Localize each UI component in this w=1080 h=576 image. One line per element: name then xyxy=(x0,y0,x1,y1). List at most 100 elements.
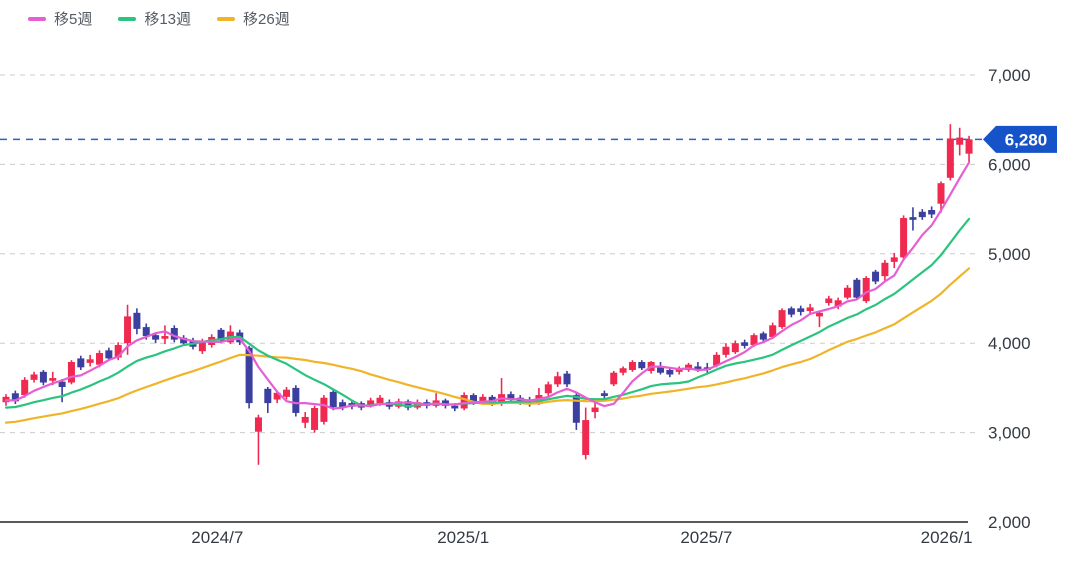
candle-body xyxy=(133,312,141,329)
candle-body xyxy=(666,370,674,375)
candle-body xyxy=(956,137,964,145)
candle-body xyxy=(610,372,618,385)
candle-body xyxy=(946,138,954,178)
candle-body xyxy=(862,277,870,302)
ma5-label: 移5週 xyxy=(54,11,93,28)
candle-body xyxy=(853,279,861,298)
candle-body xyxy=(198,342,206,352)
current-price-tag: 6,280 xyxy=(983,125,1057,153)
candle-body xyxy=(657,367,664,373)
candle-body xyxy=(339,402,347,409)
candle-body xyxy=(301,416,309,423)
legend-item-ma5[interactable]: 移5週 xyxy=(28,8,92,29)
candle-body xyxy=(86,359,94,363)
candle-body xyxy=(376,397,384,404)
candles xyxy=(2,124,973,465)
ma26-label: 移26週 xyxy=(243,11,290,28)
candle-body xyxy=(142,327,150,337)
candle-body xyxy=(49,378,57,381)
candle-body xyxy=(105,350,113,359)
y-tick-label-4000: 4,000 xyxy=(988,334,1031,353)
candle-body xyxy=(554,376,562,385)
ma26-line xyxy=(4,267,971,424)
ma13-line-swatch xyxy=(118,16,137,21)
ma13-line xyxy=(4,217,971,409)
y-tick-label-3000: 3,000 xyxy=(988,424,1031,443)
price-tag-arrow xyxy=(983,125,1057,153)
candle-body xyxy=(722,346,730,355)
candle-body xyxy=(21,379,29,396)
candle-body xyxy=(320,397,328,422)
candle-body xyxy=(264,388,272,404)
candle-body xyxy=(731,343,739,353)
candle-body xyxy=(900,218,908,258)
candle-body xyxy=(909,217,917,220)
candle-body xyxy=(451,405,459,409)
candle-body xyxy=(918,211,926,218)
legend-item-ma26[interactable]: 移26週 xyxy=(217,8,290,29)
candle-body xyxy=(30,374,38,380)
candle-body xyxy=(769,325,777,337)
candle-body xyxy=(217,329,225,341)
x-tick-label-2025/1: 2025/1 xyxy=(437,528,489,547)
candle-body xyxy=(619,368,627,373)
candle-body xyxy=(965,139,973,154)
candle-body xyxy=(254,417,262,432)
ma13-label: 移13週 xyxy=(144,11,192,28)
candle-body xyxy=(161,336,169,339)
candle-body xyxy=(825,298,833,303)
candle-body xyxy=(329,391,337,408)
candle-body xyxy=(844,287,851,298)
candle-body xyxy=(507,394,515,400)
candle-body xyxy=(572,395,580,423)
candle-body xyxy=(124,316,132,344)
ma5-line xyxy=(4,161,971,410)
x-tick-label-2024/7: 2024/7 xyxy=(191,528,243,547)
price-tag-value: 6,280 xyxy=(1005,130,1048,149)
candle-body xyxy=(928,209,936,215)
candle-body xyxy=(778,310,786,328)
x-tick-label-2026/1: 2026/1 xyxy=(921,528,973,547)
candle-body xyxy=(180,337,188,344)
candle-body xyxy=(404,401,412,408)
candle-body xyxy=(759,333,767,340)
candle-body xyxy=(638,361,646,369)
candle-body xyxy=(600,393,608,396)
legend-item-ma13[interactable]: 移13週 xyxy=(118,8,191,29)
candle-body xyxy=(582,420,590,455)
y-tick-label-2000: 2,000 xyxy=(988,513,1031,532)
candle-body xyxy=(292,387,300,413)
candle-body xyxy=(750,335,758,345)
candle-body xyxy=(881,262,889,277)
candle-body xyxy=(311,408,319,430)
candle-body xyxy=(11,393,19,402)
ma26-line-swatch xyxy=(217,16,236,21)
candle-body xyxy=(283,389,290,397)
candle-body xyxy=(152,335,160,340)
candle-body xyxy=(273,392,281,400)
y-tick-label-6000: 6,000 xyxy=(988,155,1031,174)
candle-body xyxy=(170,328,178,340)
candle-body xyxy=(460,395,468,409)
candle-body xyxy=(694,366,702,371)
candle-body xyxy=(67,361,75,383)
y-tick-label-7000: 7,000 xyxy=(988,66,1031,85)
candle-body xyxy=(628,361,636,371)
candle-body xyxy=(834,300,842,307)
ma5-line-swatch xyxy=(28,16,46,21)
candle-body xyxy=(544,384,552,394)
candle-body xyxy=(713,354,721,366)
candle-body xyxy=(470,395,477,403)
candle-body xyxy=(815,312,823,317)
candle-body xyxy=(937,183,945,204)
candle-body xyxy=(890,257,898,262)
candle-body xyxy=(245,347,253,404)
candle-body xyxy=(39,371,47,383)
chart-legend: 移5週 移13週 移26週 xyxy=(28,8,290,29)
candle-body xyxy=(367,400,375,406)
candle-body xyxy=(77,358,85,368)
candle-body xyxy=(806,307,814,312)
candle-body xyxy=(591,407,599,413)
